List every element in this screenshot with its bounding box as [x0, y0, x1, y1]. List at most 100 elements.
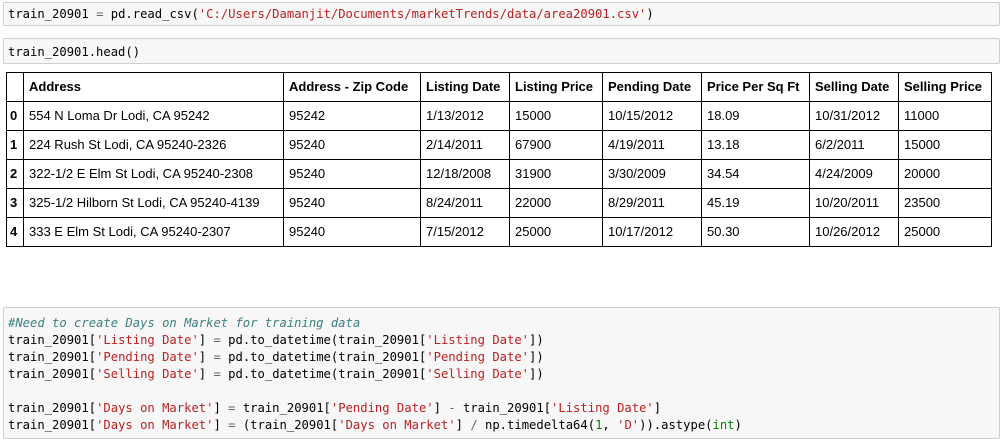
code-text: train_20901[ [455, 401, 552, 415]
column-header: Listing Price [509, 72, 603, 102]
code-text: pd.read_csv( [110, 7, 199, 21]
code-operator: = [213, 350, 221, 364]
code-text: ] [198, 333, 214, 347]
table-cell: 224 Rush St Lodi, CA 95240-2326 [23, 130, 284, 160]
code-operator: = [228, 401, 236, 415]
code-string: 'Days on Market' [96, 418, 214, 432]
column-header-index [6, 72, 24, 102]
table-cell: 4/19/2011 [602, 130, 702, 160]
table-cell: 22000 [509, 188, 603, 218]
table-cell: 95240 [283, 188, 421, 218]
code-text: pd.to_datetime(train_20901[ [220, 333, 427, 347]
table-cell: 50.30 [701, 217, 810, 247]
code-line: train_20901['Selling Date'] = pd.to_date… [8, 367, 544, 381]
column-header: Address - Zip Code [283, 72, 421, 102]
code-text: )).astype( [639, 418, 713, 432]
table-cell: 34.54 [701, 159, 810, 189]
row-index: 1 [6, 130, 24, 160]
code-text: pd.to_datetime(train_20901[ [220, 367, 427, 381]
table-cell: 10/26/2012 [809, 217, 899, 247]
table-cell: 10/31/2012 [809, 101, 899, 131]
table-cell: 11000 [898, 101, 992, 131]
table-cell: 31900 [509, 159, 603, 189]
table-cell: 95240 [283, 130, 421, 160]
code-operator: = [228, 418, 236, 432]
code-cell-read-csv[interactable]: train_20901 = pd.read_csv('C:/Users/Dama… [3, 2, 1000, 26]
code-operator: / [470, 418, 478, 432]
code-string: 'Days on Market' [338, 418, 456, 432]
row-index: 0 [6, 101, 24, 131]
table-cell: 15000 [509, 101, 603, 131]
code-text: train_20901[ [8, 418, 97, 432]
code-text: ]) [529, 333, 544, 347]
column-header: Selling Date [809, 72, 899, 102]
code-text: ]) [529, 350, 544, 364]
table-cell: 333 E Elm St Lodi, CA 95240-2307 [23, 217, 284, 247]
code-cell-head[interactable]: train_20901.head() [3, 38, 1000, 64]
table-cell: 67900 [509, 130, 603, 160]
code-string: 'Listing Date' [96, 333, 199, 347]
code-string: 'Selling Date' [426, 367, 530, 381]
code-text: train_20901 [8, 7, 89, 21]
code-text: train_20901[ [8, 367, 97, 381]
table-cell: 7/15/2012 [420, 217, 510, 247]
table-cell: 3/30/2009 [602, 159, 702, 189]
code-operator: = [213, 333, 221, 347]
code-cell-days-on-market[interactable]: #Need to create Days on Market for train… [3, 307, 1000, 439]
table-row: 1 224 Rush St Lodi, CA 95240-2326 95240 2/1… [6, 130, 992, 160]
code-text: train_20901[ [8, 350, 97, 364]
table-cell: 1/13/2012 [420, 101, 510, 131]
table-cell: 95240 [283, 217, 421, 247]
code-text: train_20901.head() [8, 45, 141, 59]
code-string: 'Days on Market' [96, 401, 214, 415]
code-string: 'Listing Date' [551, 401, 654, 415]
table-row: 4 333 E Elm St Lodi, CA 95240-2307 95240 7/… [6, 217, 992, 247]
table-cell: 554 N Loma Dr Lodi, CA 95242 [23, 101, 284, 131]
table-cell: 6/2/2011 [809, 130, 899, 160]
table-cell: 325-1/2 Hilborn St Lodi, CA 95240-4139 [23, 188, 284, 218]
table-cell: 10/15/2012 [602, 101, 702, 131]
code-text: ]) [529, 367, 544, 381]
code-string: 'Pending Date' [330, 401, 434, 415]
table-row: 2 322-1/2 E Elm St Lodi, CA 95240-2308 952… [6, 159, 992, 189]
code-string: 'C:/Users/Damanjit/Documents/marketTrend… [198, 7, 647, 21]
code-line: train_20901[ 'Pending Date'] = pd.to_date… [8, 350, 544, 364]
dataframe-table: Address Address - Zip Code Listing Date … [6, 72, 992, 247]
table-cell: 95240 [283, 159, 421, 189]
code-text: ] [198, 367, 214, 381]
table-cell: 2/14/2011 [420, 130, 510, 160]
code-text: train_20901[ [8, 333, 97, 347]
code-operator: = [213, 367, 221, 381]
column-header: Address [23, 72, 284, 102]
table-row: 3 325-1/2 Hilborn St Lodi, CA 95240-4139 9… [6, 188, 992, 218]
code-text: ] [213, 418, 229, 432]
code-text: ) [646, 7, 654, 21]
table-cell: 95242 [283, 101, 421, 131]
code-text: ) [734, 418, 742, 432]
table-cell: 23500 [898, 188, 992, 218]
code-text: ] [653, 401, 662, 415]
table-cell: 8/24/2011 [420, 188, 510, 218]
code-text: train_20901[ [8, 401, 97, 415]
row-index: 4 [6, 217, 24, 247]
column-header: Selling Price [898, 72, 992, 102]
table-cell: 45.19 [701, 188, 810, 218]
code-operator: - [448, 401, 456, 415]
row-index: 2 [6, 159, 24, 189]
code-string: 'Selling Date' [96, 367, 199, 381]
table-cell: 10/17/2012 [602, 217, 702, 247]
code-text: (train_20901[ [235, 418, 339, 432]
code-operator: = [96, 7, 104, 21]
column-header: Pending Date [602, 72, 702, 102]
code-text: train_20901[ [235, 401, 331, 415]
table-cell: 13.18 [701, 130, 810, 160]
table-cell: 15000 [898, 130, 992, 160]
code-text: ] [198, 350, 214, 364]
code-number: 1 [595, 418, 603, 432]
column-header: Listing Date [420, 72, 510, 102]
code-text: np.timedelta64( [477, 418, 596, 432]
code-text: , [602, 418, 618, 432]
code-text: pd.to_datetime(train_20901[ [220, 350, 427, 364]
code-string: 'Pending Date' [426, 350, 530, 364]
row-index: 3 [6, 188, 24, 218]
